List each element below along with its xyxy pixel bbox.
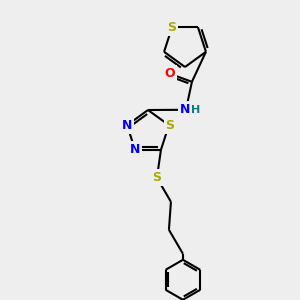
Text: O: O [165, 67, 175, 80]
Text: S: S [165, 119, 174, 132]
Text: H: H [191, 105, 200, 115]
Text: N: N [122, 119, 132, 132]
Text: S: S [168, 21, 177, 34]
Text: N: N [180, 103, 190, 116]
Text: S: S [152, 171, 161, 184]
Text: N: N [130, 143, 140, 156]
